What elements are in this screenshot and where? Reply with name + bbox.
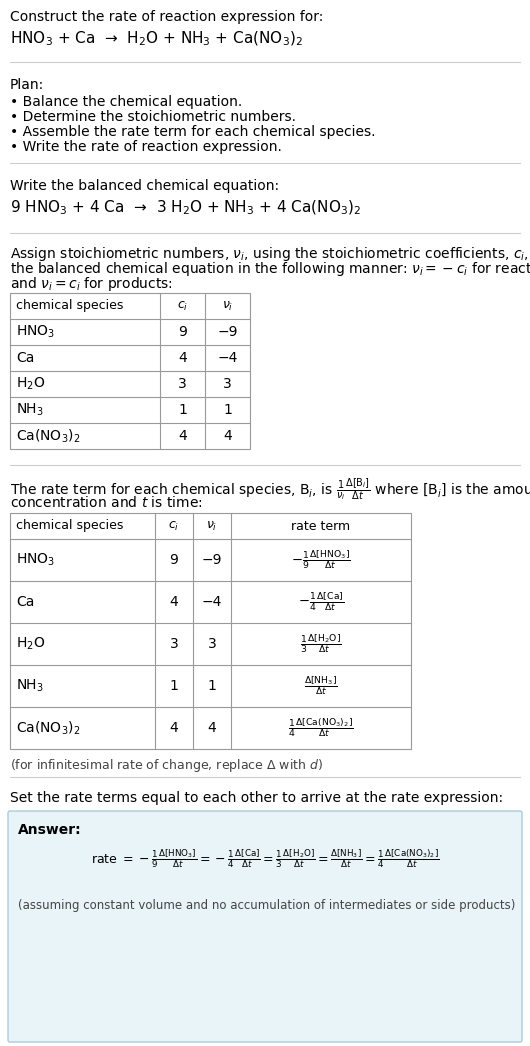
Text: $\frac{1}{4}\frac{\Delta[\mathrm{Ca(NO_3)_2}]}{\Delta t}$: $\frac{1}{4}\frac{\Delta[\mathrm{Ca(NO_3… — [288, 717, 354, 740]
Text: chemical species: chemical species — [16, 520, 123, 532]
Text: • Write the rate of reaction expression.: • Write the rate of reaction expression. — [10, 140, 282, 154]
Text: 4: 4 — [223, 429, 232, 444]
Text: H$_2$O: H$_2$O — [16, 376, 45, 392]
Text: Assign stoichiometric numbers, $\nu_i$, using the stoichiometric coefficients, $: Assign stoichiometric numbers, $\nu_i$, … — [10, 245, 530, 263]
Text: 9 HNO$_3$ + 4 Ca  →  3 H$_2$O + NH$_3$ + 4 Ca(NO$_3$)$_2$: 9 HNO$_3$ + 4 Ca → 3 H$_2$O + NH$_3$ + 4… — [10, 199, 361, 218]
Text: Ca(NO$_3$)$_2$: Ca(NO$_3$)$_2$ — [16, 720, 81, 736]
Text: (for infinitesimal rate of change, replace Δ with $d$): (for infinitesimal rate of change, repla… — [10, 757, 323, 774]
Text: Answer:: Answer: — [18, 823, 82, 837]
Text: NH$_3$: NH$_3$ — [16, 678, 44, 695]
Text: Construct the rate of reaction expression for:: Construct the rate of reaction expressio… — [10, 10, 323, 24]
Text: $-\frac{1}{9}\frac{\Delta[\mathrm{HNO_3}]}{\Delta t}$: $-\frac{1}{9}\frac{\Delta[\mathrm{HNO_3}… — [291, 548, 351, 571]
Text: $\nu_i$: $\nu_i$ — [206, 520, 218, 532]
Text: 9: 9 — [170, 553, 179, 567]
Text: HNO$_3$: HNO$_3$ — [16, 552, 55, 568]
Bar — [10, 513, 411, 749]
Text: $c_i$: $c_i$ — [169, 520, 180, 532]
Text: Ca: Ca — [16, 351, 34, 365]
Text: 3: 3 — [223, 377, 232, 391]
Text: • Balance the chemical equation.: • Balance the chemical equation. — [10, 95, 242, 109]
Text: concentration and $t$ is time:: concentration and $t$ is time: — [10, 495, 202, 510]
Text: NH$_3$: NH$_3$ — [16, 402, 44, 418]
Text: • Determine the stoichiometric numbers.: • Determine the stoichiometric numbers. — [10, 110, 296, 124]
Text: rate $= -\frac{1}{9}\frac{\Delta[\mathrm{HNO_3}]}{\Delta t} = -\frac{1}{4}\frac{: rate $= -\frac{1}{9}\frac{\Delta[\mathrm… — [91, 847, 439, 869]
Text: chemical species: chemical species — [16, 299, 123, 313]
Text: $\frac{1}{3}\frac{\Delta[\mathrm{H_2O}]}{\Delta t}$: $\frac{1}{3}\frac{\Delta[\mathrm{H_2O}]}… — [300, 633, 342, 656]
Text: Ca(NO$_3$)$_2$: Ca(NO$_3$)$_2$ — [16, 428, 81, 445]
Text: $-\frac{1}{4}\frac{\Delta[\mathrm{Ca}]}{\Delta t}$: $-\frac{1}{4}\frac{\Delta[\mathrm{Ca}]}{… — [298, 591, 344, 613]
Text: 4: 4 — [208, 721, 216, 735]
Text: 3: 3 — [178, 377, 187, 391]
Text: H$_2$O: H$_2$O — [16, 636, 45, 653]
Text: $c_i$: $c_i$ — [177, 299, 188, 313]
Text: HNO$_3$ + Ca  →  H$_2$O + NH$_3$ + Ca(NO$_3$)$_2$: HNO$_3$ + Ca → H$_2$O + NH$_3$ + Ca(NO$_… — [10, 30, 303, 48]
FancyBboxPatch shape — [8, 811, 522, 1042]
Text: 1: 1 — [170, 679, 179, 693]
Text: HNO$_3$: HNO$_3$ — [16, 324, 55, 340]
Text: rate term: rate term — [292, 520, 350, 532]
Text: the balanced chemical equation in the following manner: $\nu_i = -c_i$ for react: the balanced chemical equation in the fo… — [10, 260, 530, 278]
Text: $\nu_i$: $\nu_i$ — [222, 299, 233, 313]
Text: 4: 4 — [178, 429, 187, 444]
Text: 1: 1 — [178, 403, 187, 417]
Text: Ca: Ca — [16, 595, 34, 609]
Text: 4: 4 — [178, 351, 187, 365]
Text: 1: 1 — [208, 679, 216, 693]
Text: 9: 9 — [178, 325, 187, 339]
Text: 4: 4 — [170, 595, 179, 609]
Text: 3: 3 — [208, 637, 216, 651]
Text: The rate term for each chemical species, B$_i$, is $\frac{1}{\nu_i}\frac{\Delta[: The rate term for each chemical species,… — [10, 477, 530, 503]
Bar — [10, 293, 250, 449]
Text: 3: 3 — [170, 637, 179, 651]
Text: 1: 1 — [223, 403, 232, 417]
Text: −9: −9 — [202, 553, 222, 567]
Text: −9: −9 — [217, 325, 238, 339]
Text: Plan:: Plan: — [10, 78, 44, 92]
Text: $\frac{\Delta[\mathrm{NH_3}]}{\Delta t}$: $\frac{\Delta[\mathrm{NH_3}]}{\Delta t}$ — [304, 675, 338, 698]
Text: −4: −4 — [202, 595, 222, 609]
Text: • Assemble the rate term for each chemical species.: • Assemble the rate term for each chemic… — [10, 126, 375, 139]
Text: and $\nu_i = c_i$ for products:: and $\nu_i = c_i$ for products: — [10, 275, 173, 293]
Text: Set the rate terms equal to each other to arrive at the rate expression:: Set the rate terms equal to each other t… — [10, 791, 503, 805]
Text: Write the balanced chemical equation:: Write the balanced chemical equation: — [10, 179, 279, 194]
Text: −4: −4 — [217, 351, 237, 365]
Text: (assuming constant volume and no accumulation of intermediates or side products): (assuming constant volume and no accumul… — [18, 899, 515, 912]
Text: 4: 4 — [170, 721, 179, 735]
